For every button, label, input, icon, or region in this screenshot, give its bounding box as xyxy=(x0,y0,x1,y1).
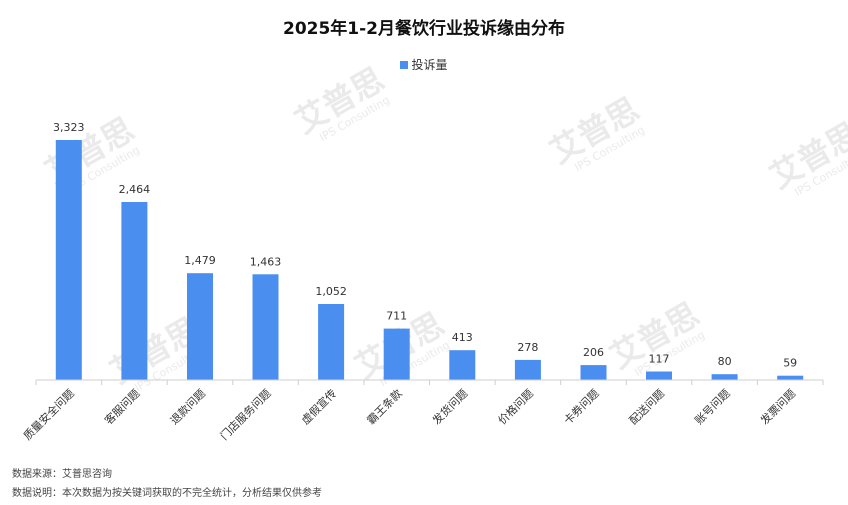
x-tick-label-4: 虚假宣传 xyxy=(298,386,339,427)
data-label-1: 2,464 xyxy=(119,183,151,196)
footer-note: 数据说明：本次数据为按关键词获取的不完全统计，分析结果仅供参考 xyxy=(12,488,322,499)
footer-source: 数据来源：艾普思咨询 xyxy=(12,469,112,480)
data-label-9: 117 xyxy=(649,353,670,366)
x-tick-label-11: 发票问题 xyxy=(757,386,798,427)
x-tick-label-7: 价格问题 xyxy=(495,386,536,427)
chart-title: 2025年1-2月餐饮行业投诉缘由分布 xyxy=(282,19,566,39)
bar-9 xyxy=(646,371,672,380)
bar-11 xyxy=(777,375,804,380)
bar-8 xyxy=(580,365,607,380)
x-tick-label-9: 配送问题 xyxy=(626,386,667,427)
bar-2 xyxy=(187,273,213,380)
x-tick-label-1: 客服问题 xyxy=(102,386,143,427)
bar-5 xyxy=(383,328,410,380)
data-label-10: 80 xyxy=(718,355,732,368)
bar-4 xyxy=(318,304,345,380)
footer-notes: 数据来源：艾普思咨询 数据说明：本次数据为按关键词获取的不完全统计，分析结果仅供… xyxy=(12,465,322,503)
bars-layer: 3,323 2,464 1,479 1,463 1,052 711 413 278 206 117… xyxy=(53,121,804,380)
chart-legend: 投诉量 xyxy=(0,56,848,73)
x-tick-label-6: 发货问题 xyxy=(429,386,470,427)
bar-1 xyxy=(121,202,148,380)
x-tick-label-8: 卡券问题 xyxy=(561,386,602,427)
x-tick-label-5: 霸王条款 xyxy=(364,386,405,427)
bar-0 xyxy=(55,140,82,380)
data-label-2: 1,479 xyxy=(184,254,216,267)
x-tick-label-10: 账号问题 xyxy=(692,387,732,427)
data-label-11: 59 xyxy=(783,357,797,370)
data-label-4: 1,052 xyxy=(315,285,347,298)
data-label-5: 711 xyxy=(386,310,407,323)
data-label-3: 1,463 xyxy=(250,255,282,268)
bar-10 xyxy=(711,374,738,380)
data-label-6: 413 xyxy=(452,331,473,344)
legend-label: 投诉量 xyxy=(411,58,448,72)
bar-7 xyxy=(514,359,541,380)
x-tick-label-3: 门店服务问题 xyxy=(217,386,274,443)
bar-6 xyxy=(449,350,476,380)
data-label-7: 278 xyxy=(517,341,538,354)
legend-swatch xyxy=(400,60,409,69)
data-label-8: 206 xyxy=(583,346,604,359)
data-label-0: 3,323 xyxy=(53,121,85,134)
x-tick-label-2: 退款问题 xyxy=(167,386,208,427)
bar-3 xyxy=(252,274,279,380)
x-tick-label-0: 质量安全问题 xyxy=(20,386,77,443)
